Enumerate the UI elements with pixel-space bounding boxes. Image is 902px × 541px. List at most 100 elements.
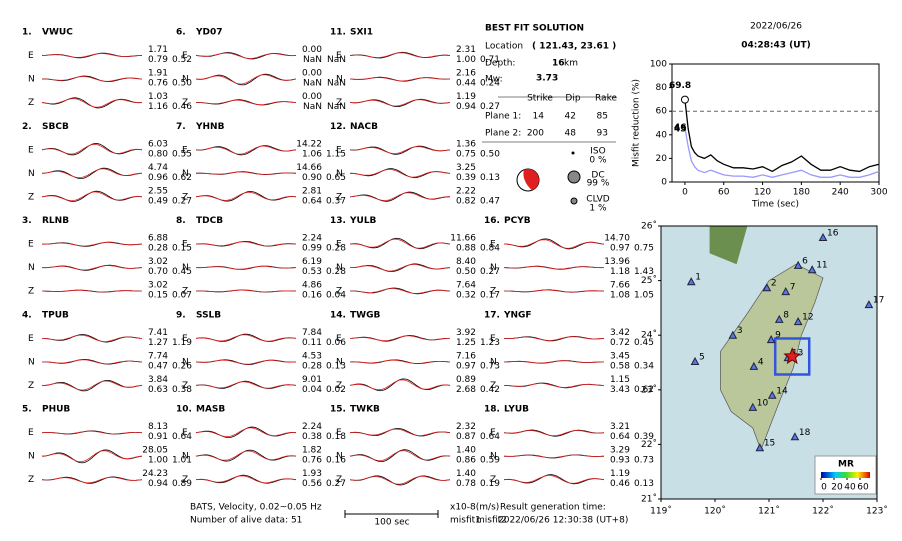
component-label: E xyxy=(182,334,188,344)
misfit2: 0.28 xyxy=(326,244,346,254)
misfit1: 0.94 xyxy=(148,479,168,489)
station-number: 8. xyxy=(176,216,186,226)
component-label: E xyxy=(336,51,342,61)
amplitude: 0.00 xyxy=(302,69,322,79)
amplitude: 0.00 xyxy=(302,45,322,55)
mw-label: Mw: xyxy=(485,75,503,85)
component-label: E xyxy=(336,334,342,344)
component-label: Z xyxy=(490,287,496,297)
amplitude: 2.31 xyxy=(456,45,476,55)
x-tick-label: 120 xyxy=(754,188,771,198)
station-label: 6 xyxy=(802,256,808,266)
misfit2: 0.52 xyxy=(172,55,192,65)
misfit1: 1.00 xyxy=(456,55,476,65)
amplitude: 14.66 xyxy=(296,163,322,173)
map-x-tick-label: 122˚ xyxy=(812,506,834,517)
misfit1: 0.87 xyxy=(456,432,476,442)
waveform-synthetic xyxy=(349,475,451,485)
misfit1: 0.15 xyxy=(148,291,168,301)
clvd-icon xyxy=(570,197,578,205)
misfit2: 0.27 xyxy=(480,102,500,112)
misfit1: 0.82 xyxy=(456,196,476,206)
misfit1: 0.46 xyxy=(610,479,630,489)
amplitude: 3.25 xyxy=(456,163,476,173)
component-label: E xyxy=(490,428,496,438)
waveform-synthetic xyxy=(504,239,605,249)
misfit2: 0.71 xyxy=(480,55,500,65)
station-label: 14 xyxy=(776,386,788,396)
station-marker xyxy=(781,287,791,296)
y-tick-label: 100 xyxy=(650,60,667,70)
station-marker xyxy=(767,390,777,399)
misfit1: 1.25 xyxy=(456,338,476,348)
waveform-synthetic xyxy=(42,380,143,391)
epicenter xyxy=(783,347,802,365)
misfit2: NaN xyxy=(327,79,346,89)
waveform-synthetic xyxy=(504,289,605,293)
waveform-synthetic xyxy=(41,430,143,435)
station-marker xyxy=(748,402,758,411)
misfit2: 0.04 xyxy=(326,291,346,301)
misfit2: 0.75 xyxy=(634,244,654,254)
plane-value: 42 xyxy=(565,112,576,122)
station-label: 11 xyxy=(816,261,827,271)
misfit2-key: misfit2 xyxy=(476,516,507,526)
amplitude: 1.93 xyxy=(302,469,322,479)
misfit2: 0.18 xyxy=(326,432,346,442)
misfit1-key: misfit1 xyxy=(450,516,481,526)
amplitude: 3.45 xyxy=(610,351,630,361)
waveform-synthetic xyxy=(196,99,297,106)
amplitude: 0.89 xyxy=(456,375,476,385)
location-label: Location xyxy=(485,42,523,52)
station-number: 9. xyxy=(176,310,186,320)
series-line xyxy=(684,127,880,178)
component-label: Z xyxy=(336,381,342,391)
amplitude: 3.21 xyxy=(610,422,630,432)
waveform-synthetic xyxy=(196,171,297,175)
misfit1: 2.68 xyxy=(456,385,476,395)
waveform-synthetic xyxy=(350,359,451,364)
station-marker xyxy=(690,356,700,365)
beachball-fill xyxy=(523,168,540,191)
misfit2: 0.46 xyxy=(172,102,192,112)
misfit1: 0.96 xyxy=(148,173,168,183)
misfit2: 0.37 xyxy=(326,196,346,206)
station-label: 16 xyxy=(827,229,839,239)
peak-marker xyxy=(680,95,689,104)
amplitude: 1.19 xyxy=(610,469,630,479)
component-label: E xyxy=(490,334,496,344)
misfit1: 0.49 xyxy=(148,196,168,206)
amplitude: 1.36 xyxy=(456,139,476,149)
misfit2: 0.15 xyxy=(172,244,192,254)
misfit2: 0.13 xyxy=(480,173,500,183)
station-number: 11. xyxy=(330,28,346,38)
waveform-synthetic xyxy=(41,191,143,202)
station-name: TWKB xyxy=(350,405,380,415)
iso: 0 % xyxy=(589,156,607,166)
colorbar-tick-label: 0 xyxy=(821,483,827,493)
component-label: Z xyxy=(336,475,342,485)
clvd-label: CLVD xyxy=(586,195,609,205)
misfit2: 0.02 xyxy=(326,385,346,395)
station-marker xyxy=(793,317,803,326)
station-name: SSLB xyxy=(196,310,221,320)
misfit2: 0.27 xyxy=(480,267,500,277)
misfit1: 0.94 xyxy=(456,102,476,112)
amplitude: 4.53 xyxy=(302,351,322,361)
station-name: YULB xyxy=(349,216,377,226)
waveform-synthetic xyxy=(503,475,605,484)
component-label: Z xyxy=(28,381,34,391)
map-y-tick-label: 25˚ xyxy=(641,275,657,286)
station-label: 9 xyxy=(775,331,781,341)
component-label: E xyxy=(28,428,34,438)
iso-label: ISO xyxy=(590,147,605,157)
amplitude: 7.41 xyxy=(148,328,168,338)
amplitude: 2.55 xyxy=(148,186,168,196)
station-marker xyxy=(774,314,784,323)
plane-value: 48 xyxy=(565,129,577,139)
component-label: N xyxy=(182,263,189,273)
waveform-synthetic xyxy=(41,476,143,484)
misfit2: 0.47 xyxy=(480,196,500,206)
waveform-synthetic xyxy=(349,192,451,201)
station-number: 10. xyxy=(176,405,192,415)
